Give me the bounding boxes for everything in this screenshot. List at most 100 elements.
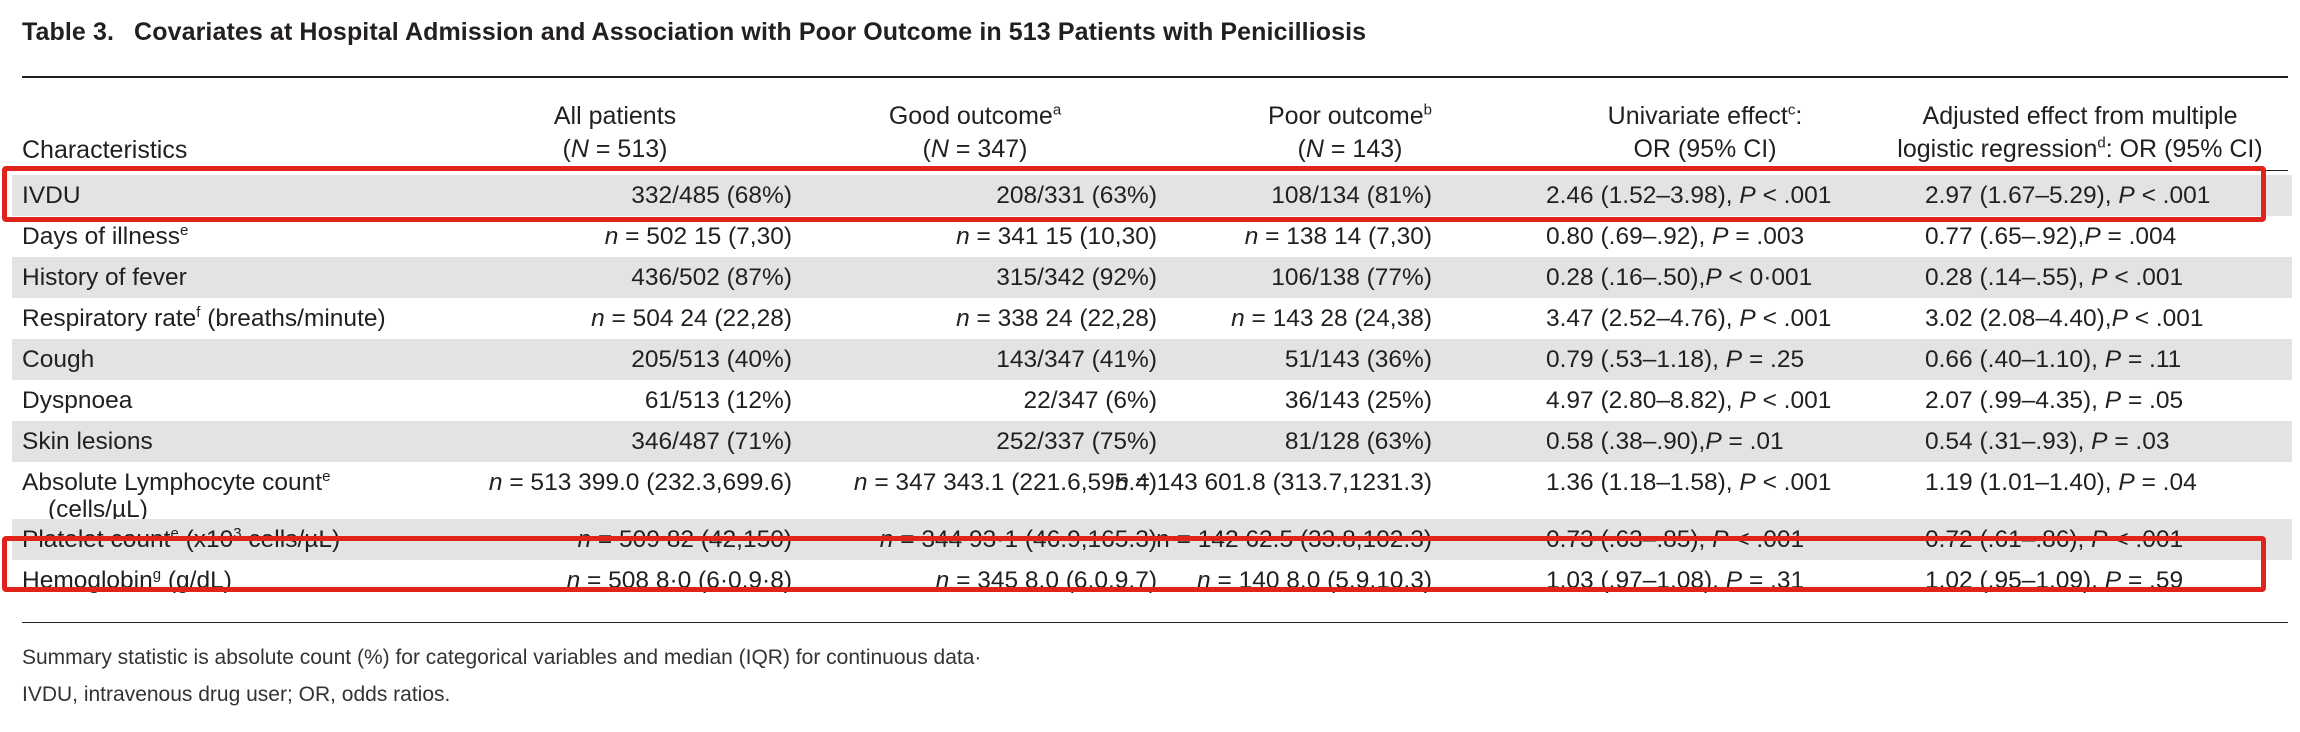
uni-p: < .001 xyxy=(1755,182,1832,209)
n-value: = 338 xyxy=(969,305,1046,332)
row-label: Skin lesions xyxy=(22,427,153,457)
stat-value: 14 (7,30) xyxy=(1333,223,1432,250)
row-label: IVDU xyxy=(22,181,81,211)
footnote-summary: Summary statistic is absolute count (%) … xyxy=(22,646,982,669)
header-good-outcome: Good outcomea (N = 347) xyxy=(888,101,1062,163)
n-value: = 138 xyxy=(1258,223,1334,250)
stat-value: 28 (24,38) xyxy=(1320,305,1432,332)
cell-univariate: 0.58 (.38–.90),P = .01 xyxy=(1546,427,1784,457)
cell-adjusted: 2.07 (.99–4.35), P = .05 xyxy=(1925,386,2183,416)
p-symbol: P xyxy=(2084,223,2101,250)
header-poor-label: Poor outcome xyxy=(1268,102,1424,130)
row-label: Dyspnoea xyxy=(22,386,132,416)
stat-value: 343.1 (221.6,595.4) xyxy=(943,469,1157,496)
header-uni-sup: c xyxy=(1787,101,1796,119)
stat-value: 24 (22,28) xyxy=(1045,305,1157,332)
uni-value: 4.97 (2.80–8.82), xyxy=(1546,387,1740,414)
row-label-text: Respiratory rate xyxy=(22,305,197,332)
n-symbol: n xyxy=(1115,469,1129,496)
header-good-label: Good outcome xyxy=(888,102,1053,130)
cell-poor: n = 138 14 (7,30) xyxy=(1245,222,1432,252)
cell-all: n = 513 399.0 (232.3,699.6) xyxy=(489,468,792,498)
stat-value: 15 (10,30) xyxy=(1045,223,1157,250)
adj-p: = .004 xyxy=(2100,223,2177,250)
uni-value: 2.46 (1.52–3.98), xyxy=(1546,182,1740,209)
row-label-text: Dyspnoea xyxy=(22,387,133,414)
cell-good: 252/337 (75%) xyxy=(996,428,1157,455)
adj-p: < .001 xyxy=(2107,264,2184,291)
cell-adjusted: 0.28 (.14–.55), P < .001 xyxy=(1925,263,2183,293)
cell-adjusted: 0.77 (.65–.92),P = .004 xyxy=(1925,222,2176,252)
p-symbol: P xyxy=(1739,182,1756,209)
row-label-unit: (cells/µL) xyxy=(48,496,148,523)
header-characteristics: Characteristics xyxy=(22,134,422,168)
cell-univariate: 0.28 (.16–.50),P < 0·001 xyxy=(1546,263,1812,293)
cell-poor: 51/143 (36%) xyxy=(1284,346,1432,373)
header-all-n-symbol: N xyxy=(570,135,589,163)
n-symbol: n xyxy=(604,223,619,250)
uni-p: < .001 xyxy=(1755,469,1832,496)
cell-good: n = 347 343.1 (221.6,595.4) xyxy=(854,468,1157,498)
n-value: = 143 xyxy=(1244,305,1321,332)
n-value: = 513 xyxy=(502,469,579,496)
cell-univariate: 0.79 (.53–1.18), P = .25 xyxy=(1546,345,1804,375)
adj-value: 2.07 (.99–4.35), xyxy=(1925,387,2105,414)
adj-value: 1.19 (1.01–1.40), xyxy=(1925,469,2119,496)
table-row: Absolute Lymphocyte counte (cells/µL) n =… xyxy=(12,462,2292,523)
header-all-label: All patients xyxy=(553,102,677,130)
row-label-sup: f xyxy=(196,303,201,321)
n-symbol: n xyxy=(591,305,605,332)
n-symbol: n xyxy=(853,469,868,496)
n-symbol: n xyxy=(956,305,970,332)
table-row: Days of illnesse n = 502 15 (7,30) n = 3… xyxy=(12,216,2292,257)
row-label: History of fever xyxy=(22,263,187,293)
header-adjusted: Adjusted effect from multiple logistic r… xyxy=(1870,100,2290,168)
row-label: Cough xyxy=(22,345,94,375)
adj-p: = .03 xyxy=(2107,428,2170,455)
n-value: = 502 xyxy=(618,223,694,250)
p-symbol: P xyxy=(2091,428,2108,455)
adj-value: 3.02 (2.08–4.40), xyxy=(1925,305,2112,332)
row-label-text: IVDU xyxy=(22,182,81,209)
cell-univariate: 1.36 (1.18–1.58), P < .001 xyxy=(1546,468,1831,498)
cell-good: n = 338 24 (22,28) xyxy=(956,304,1157,334)
header-characteristics-label: Characteristics xyxy=(22,136,188,164)
header-uni-label: Univariate effect xyxy=(1607,102,1788,130)
cell-all: 332/485 (68%) xyxy=(631,182,792,209)
header-adj-line2a: logistic regression xyxy=(1897,135,2098,163)
p-symbol: P xyxy=(1739,305,1756,332)
row-label-sup: g xyxy=(152,565,162,583)
adj-p: = .11 xyxy=(2121,346,2182,373)
cell-all: n = 504 24 (22,28) xyxy=(591,304,792,334)
p-symbol: P xyxy=(1712,223,1729,250)
header-all-n-value: = 513) xyxy=(588,135,668,163)
header-uni-colon: : xyxy=(1795,102,1803,130)
cell-poor: 36/143 (25%) xyxy=(1284,387,1432,414)
p-symbol: P xyxy=(1739,387,1756,414)
cell-adjusted: 1.19 (1.01–1.40), P = .04 xyxy=(1925,468,2197,498)
table-row: Cough 205/513 (40%) 143/347 (41%) 51/143… xyxy=(12,339,2292,380)
row-label-text: Absolute Lymphocyte count xyxy=(22,469,323,496)
n-symbol: n xyxy=(1231,305,1245,332)
cell-adjusted: 0.66 (.40–1.10), P = .11 xyxy=(1925,345,2181,375)
header-adj-line2b: : OR (95% CI) xyxy=(2105,135,2263,163)
cell-univariate: 3.47 (2.52–4.76), P < .001 xyxy=(1546,304,1831,334)
uni-p: < .001 xyxy=(1755,305,1832,332)
adj-value: 0.77 (.65–.92), xyxy=(1925,223,2085,250)
cell-good: 22/347 (6%) xyxy=(1023,387,1157,414)
row-label-sup: e xyxy=(322,467,331,485)
cell-poor: 108/134 (81%) xyxy=(1271,182,1432,209)
uni-value: 0.28 (.16–.50), xyxy=(1546,264,1706,291)
row-label-text: Days of illness xyxy=(22,223,180,250)
header-poor-outcome: Poor outcomeb (N = 143) xyxy=(1268,101,1432,163)
adj-value: 0.54 (.31–.93), xyxy=(1925,428,2092,455)
cell-adjusted: 2.97 (1.67–5.29), P < .001 xyxy=(1925,181,2210,211)
cell-poor: 81/128 (63%) xyxy=(1284,428,1432,455)
uni-value: 1.36 (1.18–1.58), xyxy=(1546,469,1740,496)
uni-p: = .01 xyxy=(1721,428,1784,455)
p-symbol: P xyxy=(1739,469,1756,496)
stat-value: 15 (7,30) xyxy=(693,223,792,250)
row-label-text: History of fever xyxy=(22,264,187,291)
p-symbol: P xyxy=(2091,264,2108,291)
row-label-sup: e xyxy=(179,221,189,239)
